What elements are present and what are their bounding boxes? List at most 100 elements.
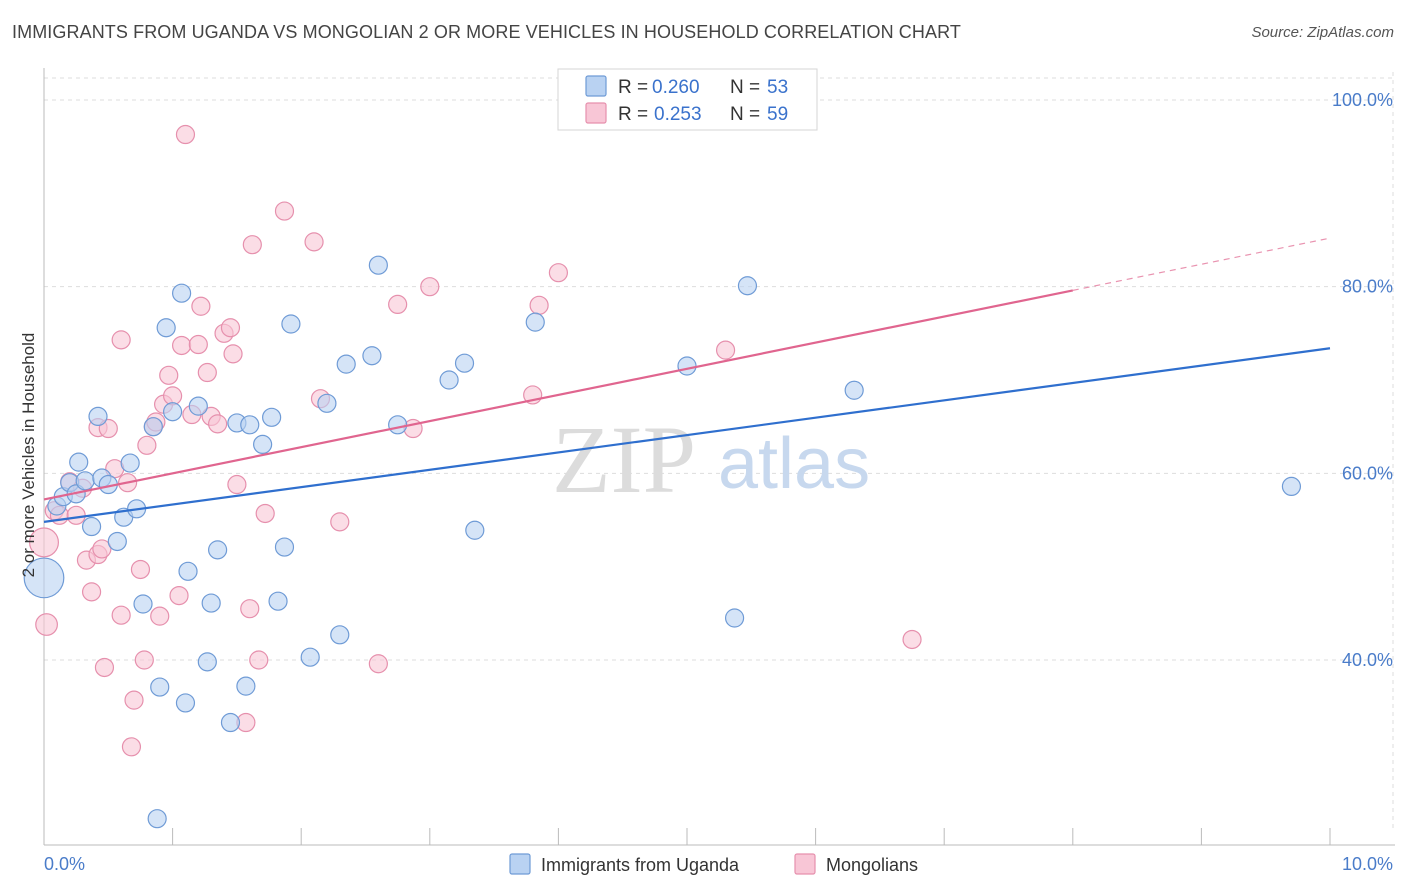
uganda-point <box>178 561 198 581</box>
mongolians-point <box>388 294 408 314</box>
legend-n-value-mongolians: 59 <box>767 104 788 125</box>
y-tick-label: 80.0% <box>1342 277 1393 297</box>
uganda-point <box>1281 476 1302 496</box>
mongolians-point <box>35 613 58 636</box>
legend-r-label-mongolians: R = <box>618 104 648 125</box>
legend-n-value-uganda: 53 <box>767 77 788 98</box>
uganda-point <box>454 353 475 373</box>
bottom-legend-swatch-uganda <box>509 853 531 875</box>
x-tick-label-left: 0.0% <box>44 854 85 874</box>
uganda-point <box>274 537 295 557</box>
uganda-point <box>163 402 183 422</box>
mongolians-point <box>188 334 208 355</box>
uganda-point <box>525 312 545 332</box>
axes <box>43 68 1395 846</box>
legend-n-label-uganda: N = <box>730 77 760 98</box>
mongolians-point <box>240 599 260 619</box>
uganda-point <box>208 540 228 560</box>
watermark: ZIP atlas <box>552 406 870 513</box>
y-axis-label: 2 or more Vehicles in Household <box>19 333 38 578</box>
mongolians-point <box>227 474 247 495</box>
uganda-point <box>156 318 176 338</box>
series-mongolians <box>29 124 922 757</box>
legend-swatch-mongolians <box>585 102 607 124</box>
legend-r-label-uganda: R = <box>618 77 648 98</box>
mongolians-point <box>150 606 170 626</box>
y-tick-label: 60.0% <box>1342 463 1393 483</box>
uganda-point <box>362 346 382 366</box>
uganda-point <box>120 453 140 473</box>
mongolians-point <box>94 657 115 678</box>
uganda-point <box>368 255 388 275</box>
uganda-point <box>268 591 288 611</box>
x-tick-label-right: 10.0% <box>1342 854 1393 874</box>
mongolians-point <box>420 277 440 297</box>
mongolians-point <box>111 605 131 625</box>
uganda-point <box>197 652 217 672</box>
uganda-point <box>737 276 758 296</box>
uganda-point <box>107 531 127 552</box>
series-uganda <box>23 255 1302 829</box>
legend-box: R = 0.260 N = 53 R = 0.253 N = 59 <box>557 68 818 131</box>
mongolians-point <box>208 414 228 434</box>
uganda-point <box>465 520 485 540</box>
watermark-zip-text: ZIP <box>552 406 696 513</box>
tick-labels: 40.0% 60.0% 80.0% 100.0% <box>1332 90 1393 670</box>
mongolians-point <box>197 362 217 383</box>
mongolians-point <box>242 235 262 255</box>
bottom-legend-swatch-mongolians <box>794 853 816 875</box>
uganda-point <box>724 608 745 628</box>
uganda-point <box>281 314 301 334</box>
bottom-legend: Immigrants from Uganda Mongolians <box>509 853 918 875</box>
mongolians-point <box>159 365 179 385</box>
mongolians-point <box>66 505 86 525</box>
mongolians-point <box>81 582 102 602</box>
legend-r-value-mongolians: 0.253 <box>654 104 702 125</box>
uganda-point <box>317 393 337 413</box>
mongolians-point <box>223 344 243 364</box>
uganda-point <box>844 380 864 400</box>
uganda-point <box>133 594 153 614</box>
uganda-point <box>172 283 192 303</box>
mongolians-point <box>121 737 142 757</box>
mongolians-point <box>134 650 154 670</box>
legend-n-label-mongolians: N = <box>730 104 760 125</box>
mongolians-point <box>368 654 388 674</box>
uganda-point <box>175 693 196 713</box>
mongolians-point <box>137 435 157 455</box>
mongolians-point <box>169 585 189 606</box>
trend-line-uganda <box>43 347 1331 523</box>
trend-line-mongolians-extension <box>1072 237 1331 291</box>
mongolians-point <box>902 629 922 650</box>
bottom-legend-label-uganda: Immigrants from Uganda <box>541 855 740 875</box>
legend-swatch-uganda <box>585 75 607 97</box>
uganda-point <box>262 407 282 427</box>
mongolians-point <box>529 295 549 315</box>
uganda-point <box>81 516 102 537</box>
uganda-point <box>677 356 697 376</box>
uganda-point <box>240 415 260 435</box>
uganda-point <box>88 406 108 426</box>
mongolians-point <box>274 201 295 221</box>
uganda-point <box>75 471 95 491</box>
y-tick-label: 100.0% <box>1332 90 1393 110</box>
uganda-point <box>300 647 320 667</box>
uganda-point <box>201 593 221 613</box>
mongolians-point <box>172 335 192 356</box>
uganda-point <box>336 354 356 374</box>
mongolians-point <box>92 539 112 559</box>
uganda-point <box>439 370 459 390</box>
mongolians-point <box>304 232 324 252</box>
mongolians-point <box>715 340 736 360</box>
uganda-point <box>69 452 89 472</box>
watermark-atlas-text: atlas <box>718 424 870 504</box>
bottom-legend-label-mongolians: Mongolians <box>826 855 918 875</box>
uganda-point <box>220 712 241 733</box>
mongolians-point <box>220 318 241 338</box>
mongolians-point <box>249 650 269 670</box>
mongolians-point <box>330 512 350 532</box>
uganda-point <box>388 415 408 435</box>
mongolians-point <box>548 263 569 283</box>
uganda-point <box>188 396 208 416</box>
